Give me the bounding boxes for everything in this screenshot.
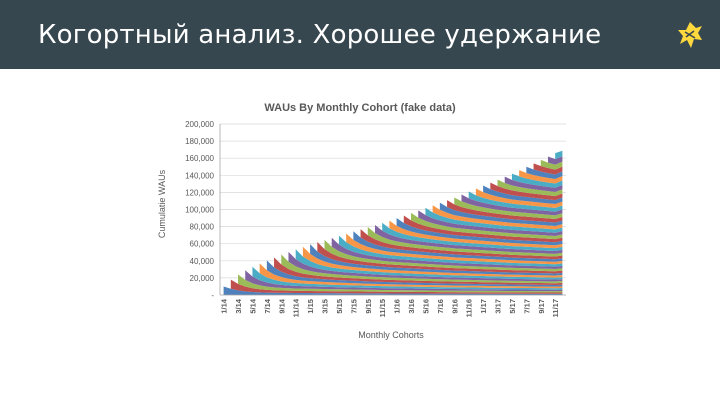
cohort-area-38 bbox=[490, 182, 563, 201]
cohort-area-21 bbox=[367, 227, 563, 257]
y-tick-label: 120,000 bbox=[185, 188, 214, 197]
x-tick-label: 9/17 bbox=[537, 299, 546, 314]
cohort-area-12 bbox=[302, 246, 563, 278]
cohort-area-47 bbox=[555, 150, 563, 160]
x-tick-label: 7/16 bbox=[436, 299, 445, 314]
cohort-area-32 bbox=[447, 200, 563, 223]
cohort-area-20 bbox=[360, 229, 563, 260]
y-tick-label: 200,000 bbox=[185, 120, 214, 129]
cohort-area-46 bbox=[547, 156, 563, 165]
x-tick-label: 5/15 bbox=[335, 299, 344, 314]
cohort-area-chart: WAUs By Monthly Cohort (fake data) Cumul… bbox=[148, 95, 572, 345]
cohort-area-15 bbox=[324, 239, 563, 272]
y-tick-label: 40,000 bbox=[190, 257, 215, 266]
x-tick-label: 3/16 bbox=[407, 299, 416, 314]
x-tick-label: 7/17 bbox=[522, 299, 531, 314]
cohort-area-27 bbox=[411, 212, 563, 240]
x-tick-label: 9/15 bbox=[364, 299, 373, 314]
x-tick-label: 7/14 bbox=[263, 298, 272, 313]
y-tick-label: 180,000 bbox=[185, 137, 214, 146]
cohort-area-17 bbox=[338, 235, 563, 267]
cohort-area-22 bbox=[374, 224, 563, 254]
cohort-area-37 bbox=[483, 185, 563, 205]
cohort-area-34 bbox=[461, 194, 563, 216]
cohort-area-19 bbox=[353, 231, 563, 262]
x-tick-label: 9/16 bbox=[450, 299, 459, 314]
x-tick-label: 3/15 bbox=[321, 299, 330, 314]
y-tick-label: 80,000 bbox=[190, 223, 215, 232]
y-axis-label: Cumulatie WAUs bbox=[157, 169, 167, 238]
cohort-area-29 bbox=[425, 207, 563, 233]
chart-figure: WAUs By Monthly Cohort (fake data) Cumul… bbox=[148, 95, 572, 345]
cohort-area-40 bbox=[504, 176, 563, 192]
slide-header: Когортный анализ. Хорошее удержание bbox=[0, 0, 720, 69]
cohort-area-35 bbox=[468, 191, 563, 212]
cohort-area-10 bbox=[288, 251, 563, 282]
cohort-area-31 bbox=[439, 202, 563, 227]
x-tick-label: 1/16 bbox=[393, 299, 402, 314]
cohort-area-43 bbox=[526, 166, 563, 180]
x-tick-label: 1/15 bbox=[306, 299, 315, 314]
cohort-area-1 bbox=[223, 286, 563, 295]
x-tick-label: 3/14 bbox=[234, 298, 243, 313]
x-tick-label: 11/14 bbox=[292, 298, 301, 317]
y-tick-label: 20,000 bbox=[190, 274, 215, 283]
cohort-area-45 bbox=[540, 159, 563, 170]
x-tick-label: 11/15 bbox=[378, 299, 387, 317]
cohort-area-14 bbox=[317, 241, 563, 274]
cohort-area-24 bbox=[389, 220, 563, 249]
x-tick-label: 1/17 bbox=[479, 299, 488, 314]
y-tick-label: 60,000 bbox=[190, 240, 215, 249]
cohort-area-30 bbox=[432, 205, 563, 230]
cohort-area-16 bbox=[331, 237, 563, 269]
cohort-area-44 bbox=[533, 163, 563, 175]
x-tick-label: 1/14 bbox=[220, 298, 229, 313]
cohort-area-26 bbox=[403, 215, 563, 243]
y-tick-label: - bbox=[211, 291, 214, 300]
cohort-area-13 bbox=[310, 244, 563, 276]
cohort-area-42 bbox=[519, 170, 563, 184]
cohort-area-2 bbox=[230, 279, 563, 294]
cohort-area-36 bbox=[475, 188, 563, 208]
y-tick-label: 160,000 bbox=[185, 154, 214, 163]
cohort-area-18 bbox=[346, 233, 563, 265]
unicorn-logo-icon bbox=[678, 22, 702, 48]
cohort-area-41 bbox=[511, 173, 563, 188]
x-tick-label: 5/14 bbox=[248, 298, 257, 313]
chart-title: WAUs By Monthly Cohort (fake data) bbox=[264, 102, 456, 114]
x-tick-label: 5/17 bbox=[508, 299, 517, 314]
cohort-area-8 bbox=[274, 257, 563, 285]
x-axis-label: Monthly Cohorts bbox=[358, 330, 424, 340]
y-tick-label: 140,000 bbox=[185, 171, 214, 180]
cohort-area-9 bbox=[281, 254, 563, 284]
cohort-area-33 bbox=[454, 197, 563, 220]
x-tick-label: 7/15 bbox=[349, 299, 358, 314]
x-tick-label: 11/16 bbox=[465, 299, 474, 317]
cohort-area-39 bbox=[497, 179, 563, 197]
x-tick-label: 3/17 bbox=[494, 299, 503, 314]
cohort-area-25 bbox=[396, 218, 563, 246]
slide-title: Когортный анализ. Хорошее удержание bbox=[38, 20, 602, 50]
y-tick-label: 100,000 bbox=[185, 206, 214, 215]
x-tick-label: 9/14 bbox=[277, 298, 286, 313]
cohort-area-23 bbox=[382, 222, 563, 252]
cohort-area-28 bbox=[418, 210, 563, 236]
cohort-area-11 bbox=[295, 249, 563, 280]
x-tick-label: 11/17 bbox=[551, 299, 560, 317]
x-tick-label: 5/16 bbox=[421, 299, 430, 314]
